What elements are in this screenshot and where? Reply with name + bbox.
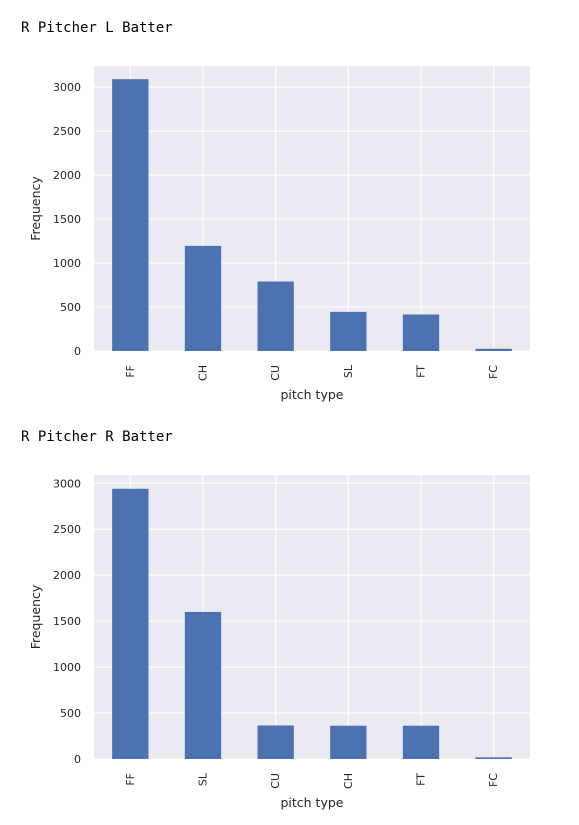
x-tick-label: FF: [124, 773, 137, 786]
x-tick-label: FT: [415, 365, 428, 378]
y-tick-label: 1500: [53, 615, 81, 628]
y-tick-label: 500: [60, 301, 81, 314]
plot-background: [94, 66, 530, 351]
bar-ch: [330, 725, 367, 759]
bar-sl: [330, 311, 367, 351]
bar-cu: [257, 281, 294, 351]
y-tick-label: 3000: [53, 477, 81, 490]
x-tick-label: SL: [197, 772, 210, 786]
y-tick-label: 1000: [53, 257, 81, 270]
y-tick-label: 0: [74, 753, 81, 766]
bar-cu: [257, 725, 294, 759]
bar-ft: [402, 725, 440, 759]
bar-fc: [475, 348, 512, 351]
chart-2-title: R Pitcher R Batter: [21, 429, 173, 445]
bar-sl: [184, 611, 222, 759]
bar-ff: [112, 79, 149, 351]
plot-background: [94, 475, 530, 759]
y-tick-label: 0: [74, 345, 81, 358]
bar-fc: [475, 757, 512, 759]
x-tick-label: CH: [197, 365, 210, 381]
y-tick-label: 2500: [53, 523, 81, 536]
x-tick-label: CU: [269, 365, 282, 381]
x-tick-label: CU: [269, 773, 282, 789]
y-tick-label: 3000: [53, 81, 81, 94]
y-tick-label: 1500: [53, 213, 81, 226]
y-axis-label: Frequency: [28, 584, 43, 649]
y-tick-label: 1000: [53, 661, 81, 674]
x-tick-label: FT: [415, 773, 428, 786]
y-axis-label: Frequency: [28, 176, 43, 241]
y-tick-label: 2000: [53, 569, 81, 582]
x-tick-label: CH: [342, 773, 355, 789]
chart-1-title: R Pitcher L Batter: [21, 20, 173, 36]
bar-ft: [402, 314, 440, 351]
x-tick-label: FC: [487, 773, 500, 787]
bar-ff: [112, 488, 149, 759]
x-tick-label: SL: [342, 364, 355, 378]
x-axis-label: pitch type: [280, 795, 343, 810]
chart-1: 0 500 1000 1500 2000 2500 3000 FF CH CU SL FT FC pitc…: [28, 66, 530, 402]
x-tick-label: FC: [487, 365, 500, 379]
bar-ch: [184, 245, 222, 351]
x-tick-label: FF: [124, 365, 137, 378]
y-tick-label: 2500: [53, 125, 81, 138]
y-tick-label: 2000: [53, 169, 81, 182]
x-axis-label: pitch type: [280, 387, 343, 402]
y-tick-label: 500: [60, 707, 81, 720]
